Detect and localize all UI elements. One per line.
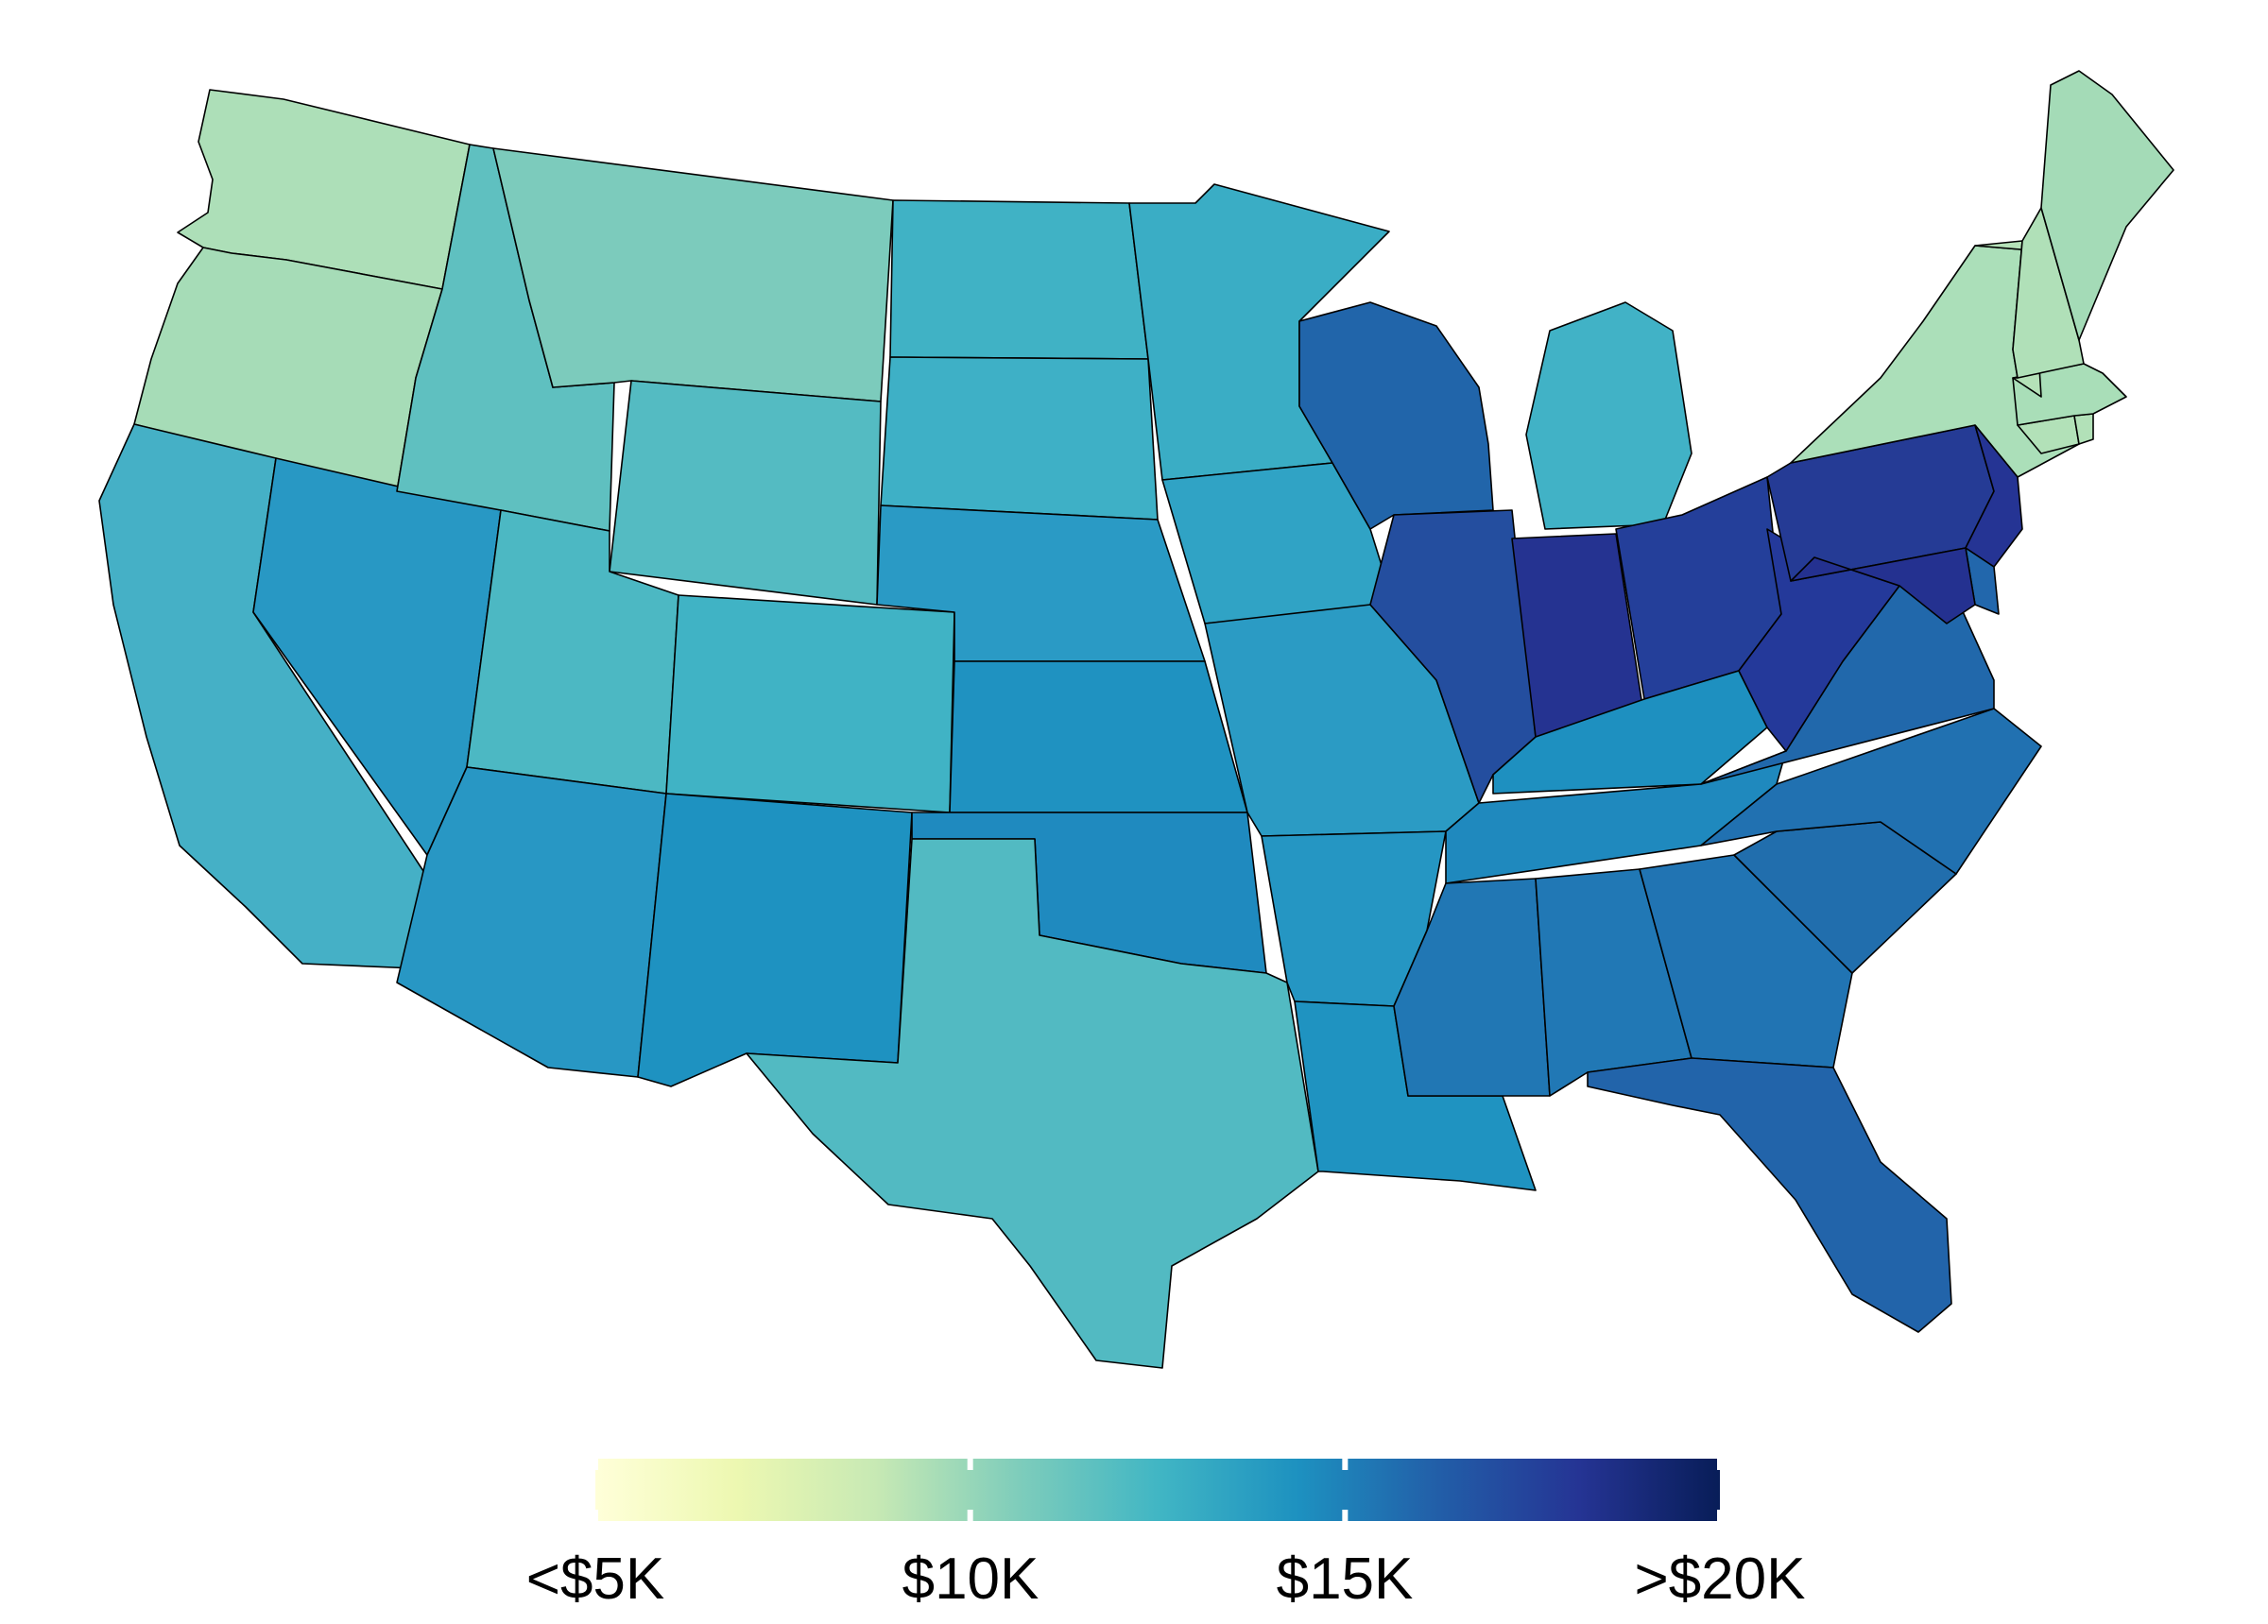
state-sd	[880, 356, 1159, 521]
legend-label-10k: $10K	[902, 1547, 1040, 1612]
state-nd	[889, 199, 1149, 360]
state-nc	[1700, 708, 2042, 875]
state-co	[665, 594, 955, 813]
state-ky	[1492, 670, 1768, 795]
state-md	[1790, 547, 1976, 624]
color-legend: <$5K $10K $15K >$20K	[526, 1459, 1806, 1612]
state-mt	[492, 147, 894, 402]
states-layer	[98, 70, 2174, 1369]
state-fl	[1587, 1057, 1952, 1333]
legend-label-15k: $15K	[1277, 1547, 1414, 1612]
state-mi	[1525, 301, 1692, 530]
state-ma	[2012, 363, 2127, 426]
legend-colorbar	[595, 1459, 1720, 1521]
state-ga	[1639, 854, 1853, 1068]
state-me	[2040, 70, 2174, 341]
state-nm	[637, 793, 913, 1087]
state-wy	[609, 380, 882, 606]
state-tx	[746, 838, 1319, 1369]
state-ks	[949, 660, 1248, 813]
legend-ticks	[593, 1459, 1723, 1521]
legend-label-max: >$20K	[1634, 1547, 1805, 1612]
legend-label-min: <$5K	[526, 1547, 665, 1612]
